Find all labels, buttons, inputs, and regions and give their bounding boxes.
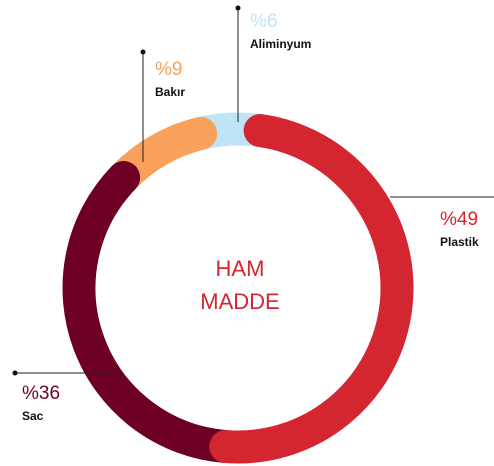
value-label: %6 — [250, 11, 277, 32]
category-label: Sac — [22, 409, 44, 423]
category-label: Bakır — [155, 85, 185, 99]
donut-segment — [62, 161, 243, 464]
value-label: %36 — [22, 383, 60, 404]
donut-segment — [209, 114, 414, 464]
center-text: MADDE — [200, 289, 279, 314]
category-label: Aliminyum — [250, 37, 311, 51]
leader-dot — [12, 370, 18, 376]
leader-dot — [140, 49, 146, 55]
category-label: Plastik — [440, 235, 479, 249]
value-label: %49 — [440, 209, 478, 230]
leader-dot — [235, 5, 241, 11]
ring — [62, 112, 414, 464]
center-text: HAM — [216, 256, 265, 281]
value-label: %9 — [155, 59, 182, 80]
